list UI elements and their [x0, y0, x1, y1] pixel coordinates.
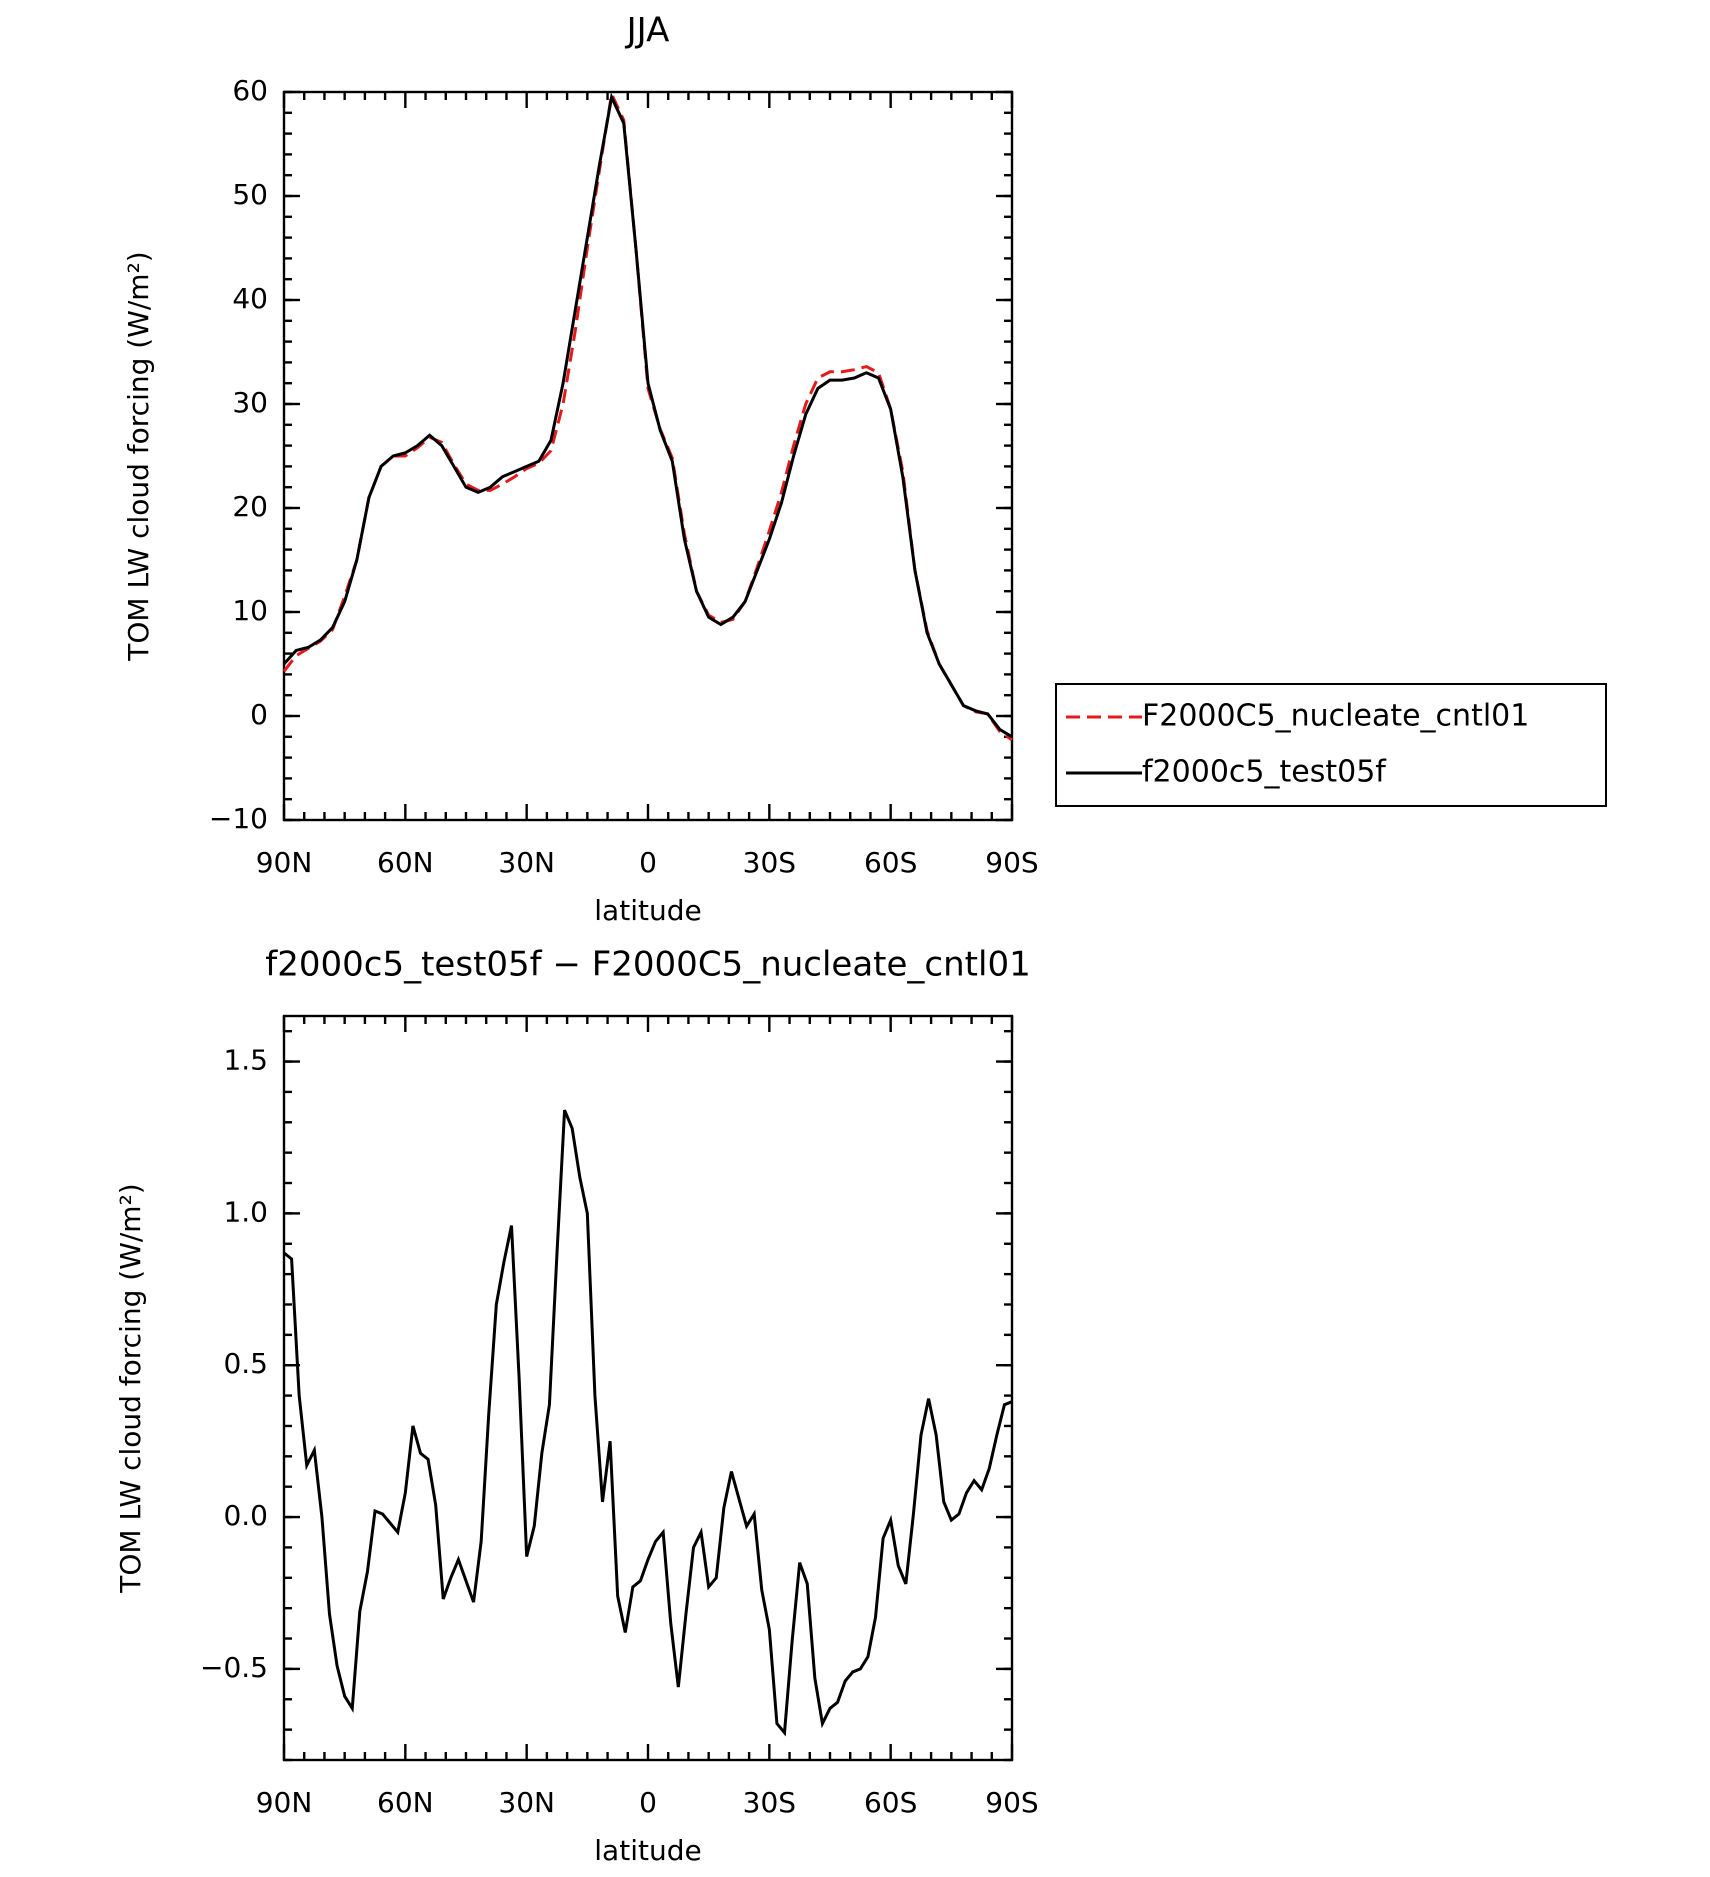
y-tick-label: 60	[232, 74, 268, 107]
x-tick-label: 60N	[377, 1786, 434, 1819]
y-tick-label: 20	[232, 490, 268, 523]
x-tick-label: 30N	[498, 846, 555, 879]
data-line	[283, 1109, 1013, 1737]
y-tick-label: 1.5	[223, 1044, 268, 1077]
legend-label: F2000C5_nucleate_cntl01	[1142, 699, 1529, 734]
legend-label: f2000c5_test05f	[1142, 755, 1387, 790]
x-tick-label: 30S	[743, 1786, 796, 1819]
x-axis-label: latitude	[594, 1834, 701, 1867]
plot-frame	[282, 1014, 1014, 1762]
plot-frame	[282, 90, 1014, 822]
y-tick-label: −10	[209, 802, 268, 835]
x-tick-label: 30S	[743, 846, 796, 879]
x-tick-label: 90N	[256, 846, 313, 879]
y-tick-label: −0.5	[200, 1651, 268, 1684]
y-tick-label: 40	[232, 282, 268, 315]
y-tick-label: 0.0	[223, 1499, 268, 1532]
y-axis-label: TOM LW cloud forcing (W/m²)	[114, 1183, 147, 1594]
y-tick-label: 30	[232, 386, 268, 419]
y-tick-label: 0	[250, 698, 268, 731]
x-tick-label: 0	[639, 846, 657, 879]
legend-box	[1055, 683, 1607, 807]
x-tick-label: 30N	[498, 1786, 555, 1819]
x-tick-label: 90S	[985, 1786, 1038, 1819]
x-tick-label: 60S	[864, 846, 917, 879]
x-tick-label: 60N	[377, 846, 434, 879]
y-tick-label: 0.5	[223, 1347, 268, 1380]
y-tick-label: 50	[232, 178, 268, 211]
x-tick-label: 90S	[985, 846, 1038, 879]
x-axis-label: latitude	[594, 894, 701, 927]
x-tick-label: 60S	[864, 1786, 917, 1819]
y-tick-label: 10	[232, 594, 268, 627]
data-line	[282, 92, 1013, 739]
y-axis-label: TOM LW cloud forcing (W/m²)	[122, 251, 155, 662]
chart-title: JJA	[625, 11, 670, 51]
chart-title: f2000c5_test05f − F2000C5_nucleate_cntl0…	[265, 945, 1030, 985]
legend: F2000C5_nucleate_cntl01 f2000c5_test05f	[1055, 683, 1607, 807]
y-tick-label: 1.0	[223, 1195, 268, 1228]
data-line	[282, 89, 1013, 742]
x-tick-label: 90N	[256, 1786, 313, 1819]
x-tick-label: 0	[639, 1786, 657, 1819]
